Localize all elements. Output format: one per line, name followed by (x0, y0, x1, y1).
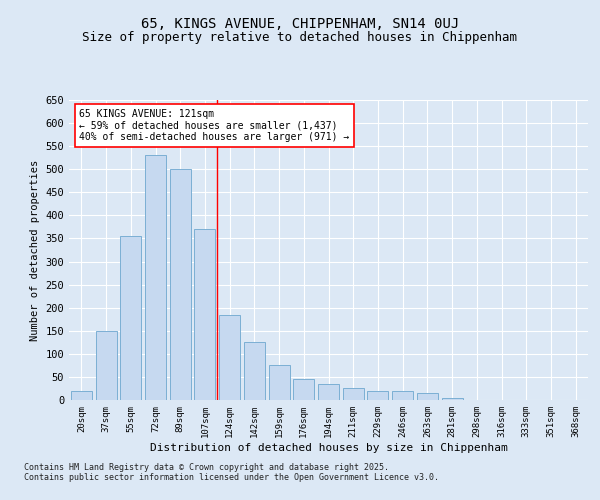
Bar (244, 342, 265, 400)
Bar (71, 391, 92, 400)
Bar (343, 388, 364, 400)
Text: Size of property relative to detached houses in Chippenham: Size of property relative to detached ho… (83, 31, 517, 44)
Bar (269, 366, 290, 400)
Bar (367, 391, 388, 400)
Bar (318, 384, 339, 400)
Bar (145, 156, 166, 400)
Bar (170, 169, 191, 400)
Bar (219, 314, 240, 400)
Text: Contains HM Land Registry data © Crown copyright and database right 2025.
Contai: Contains HM Land Registry data © Crown c… (24, 462, 439, 482)
Bar (392, 391, 413, 400)
Bar (95, 331, 116, 400)
Bar (293, 379, 314, 400)
Bar (417, 393, 438, 400)
Y-axis label: Number of detached properties: Number of detached properties (30, 160, 40, 340)
Bar (120, 236, 141, 400)
Text: 65, KINGS AVENUE, CHIPPENHAM, SN14 0UJ: 65, KINGS AVENUE, CHIPPENHAM, SN14 0UJ (141, 18, 459, 32)
Bar (442, 398, 463, 400)
X-axis label: Distribution of detached houses by size in Chippenham: Distribution of detached houses by size … (149, 442, 508, 452)
Text: 65 KINGS AVENUE: 121sqm
← 59% of detached houses are smaller (1,437)
40% of semi: 65 KINGS AVENUE: 121sqm ← 59% of detache… (79, 109, 350, 142)
Bar (194, 229, 215, 400)
